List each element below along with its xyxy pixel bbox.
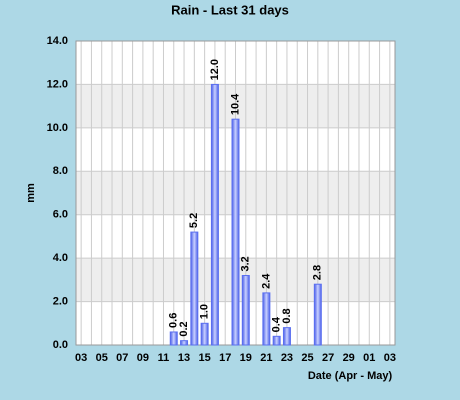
x-tick-label: 23 xyxy=(281,352,293,364)
value-label: 3.2 xyxy=(240,256,252,271)
bar xyxy=(272,335,281,346)
bar xyxy=(210,83,219,346)
y-tick-label: 12.0 xyxy=(47,78,68,90)
x-tick-label: 25 xyxy=(301,352,313,364)
x-tick-label: 17 xyxy=(219,352,231,364)
value-label: 1.0 xyxy=(199,304,211,319)
x-tick-label: 19 xyxy=(240,352,252,364)
x-tick-label: 29 xyxy=(343,352,355,364)
y-tick-label: 8.0 xyxy=(53,165,68,177)
bar xyxy=(313,283,322,346)
x-tick-label: 09 xyxy=(137,352,149,364)
bar xyxy=(200,322,209,346)
chart-title: Rain - Last 31 days xyxy=(171,2,289,17)
y-tick-label: 0.0 xyxy=(53,339,68,351)
bar xyxy=(169,331,178,346)
x-tick-label: 03 xyxy=(75,352,87,364)
x-tick-label: 15 xyxy=(199,352,211,364)
y-tick-label: 6.0 xyxy=(53,209,68,221)
x-tick-label: 01 xyxy=(363,352,375,364)
y-tick-label: 14.0 xyxy=(47,35,68,47)
bar xyxy=(241,275,250,346)
bar xyxy=(231,118,240,346)
value-label: 2.4 xyxy=(260,273,272,289)
x-tick-label: 05 xyxy=(96,352,108,364)
y-tick-label: 10.0 xyxy=(47,122,68,134)
bar xyxy=(282,327,291,346)
value-label: 0.6 xyxy=(168,313,180,328)
value-label: 12.0 xyxy=(209,59,221,80)
y-axis-label: mm xyxy=(25,183,37,203)
x-tick-label: 07 xyxy=(116,352,128,364)
bar xyxy=(262,292,271,346)
y-tick-label: 4.0 xyxy=(53,252,68,264)
value-label: 0.8 xyxy=(281,308,293,323)
value-label: 2.8 xyxy=(312,265,324,280)
value-label: 0.2 xyxy=(178,321,190,336)
value-label: 10.4 xyxy=(229,93,241,115)
x-tick-label: 13 xyxy=(178,352,190,364)
x-tick-label: 21 xyxy=(260,352,272,364)
value-label: 5.2 xyxy=(188,213,200,228)
bar xyxy=(190,231,199,346)
bar xyxy=(180,340,189,346)
y-tick-label: 2.0 xyxy=(53,295,68,307)
x-tick-label: 27 xyxy=(322,352,334,364)
x-tick-label: 03 xyxy=(384,352,396,364)
x-axis-label: Date (Apr - May) xyxy=(308,370,393,382)
x-tick-label: 11 xyxy=(158,352,170,364)
value-label: 0.4 xyxy=(271,316,283,332)
